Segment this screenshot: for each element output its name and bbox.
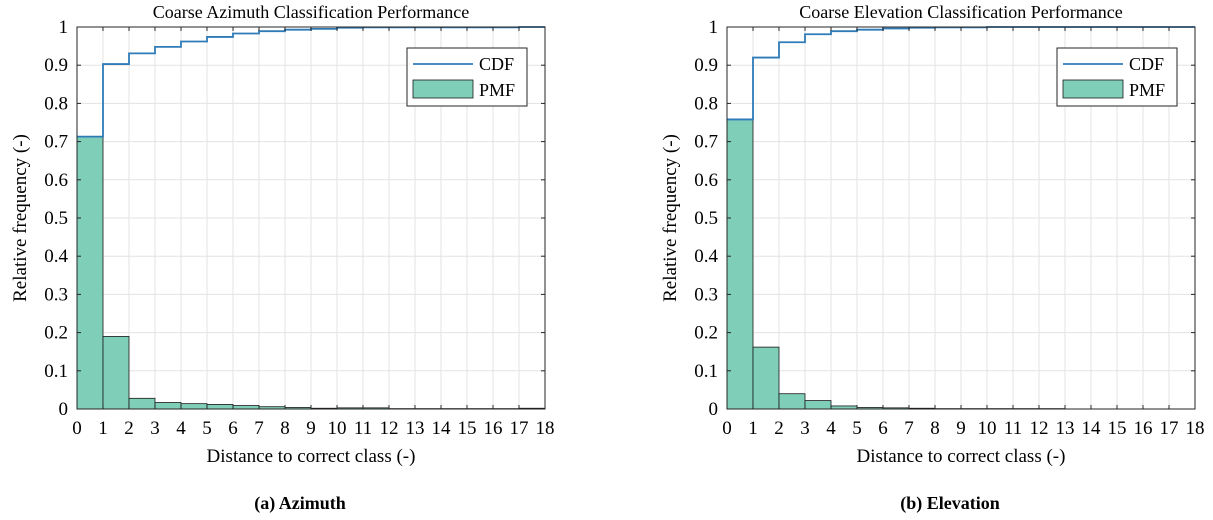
legend: CDF PMF: [1056, 47, 1178, 107]
x-tick-label: 12: [380, 418, 399, 439]
pmf-bar: [154, 402, 182, 410]
pmf-bar: [180, 403, 208, 410]
legend-pmf-label: PMF: [479, 80, 515, 100]
pmf-bar: [128, 397, 156, 410]
x-tick-label: 14: [1082, 418, 1102, 439]
legend-pmf-swatch: [412, 79, 474, 99]
y-tick-label: 0.3: [44, 284, 68, 305]
caption-tag: (b): [900, 493, 923, 513]
y-tick-label: 0.4: [44, 246, 68, 267]
x-axis-label: Distance to correct class (-): [857, 446, 1066, 467]
x-tick-label: 3: [800, 418, 810, 439]
x-tick-label: 5: [202, 418, 212, 439]
caption-tag: (a): [254, 493, 276, 513]
x-tick-label: 12: [1030, 418, 1049, 439]
x-tick-label: 14: [432, 418, 452, 439]
y-tick-label: 0.2: [44, 323, 68, 344]
x-tick-label: 1: [98, 418, 108, 439]
legend-pmf-label: PMF: [1129, 80, 1165, 100]
x-tick-label: 9: [306, 418, 316, 439]
x-tick-label: 17: [1160, 418, 1179, 439]
y-tick-label: 0.5: [694, 208, 718, 229]
x-tick-label: 8: [280, 418, 290, 439]
y-tick-label: 0: [709, 399, 719, 420]
figure-caption-azimuth: (a) Azimuth: [0, 493, 600, 514]
pmf-bar: [778, 393, 806, 410]
x-tick-label: 13: [406, 418, 425, 439]
x-tick-label: 5: [852, 418, 862, 439]
x-tick-label: 7: [254, 418, 264, 439]
x-tick-label: 9: [956, 418, 966, 439]
x-tick-label: 1: [748, 418, 758, 439]
caption-text: Azimuth: [278, 493, 346, 513]
x-tick-label: 3: [150, 418, 160, 439]
legend: CDF PMF: [406, 47, 528, 107]
x-tick-label: 15: [458, 418, 477, 439]
y-tick-label: 0.7: [694, 132, 718, 153]
x-tick-label: 10: [978, 418, 997, 439]
x-tick-label: 4: [826, 418, 836, 439]
legend-cdf-label: CDF: [479, 54, 514, 74]
y-tick-label: 0.6: [44, 170, 68, 191]
y-tick-label: 1: [59, 17, 69, 38]
y-tick-label: 0.4: [694, 246, 718, 267]
x-tick-label: 16: [484, 418, 503, 439]
x-tick-label: 0: [722, 418, 732, 439]
pmf-bar: [102, 336, 130, 410]
x-tick-label: 2: [124, 418, 134, 439]
chart-title: Coarse Elevation Classification Performa…: [799, 2, 1122, 22]
y-tick-label: 0.3: [694, 284, 718, 305]
pmf-bar: [804, 400, 832, 410]
x-tick-label: 10: [328, 418, 347, 439]
ticks: 0 1 2 3 4 5 6 7 8 9 10 11 12 13 14 15 16 17 1800.10.20.30.…: [694, 17, 1204, 439]
figure-caption-elevation: (b) Elevation: [650, 493, 1213, 514]
y-tick-label: 0: [59, 399, 69, 420]
x-tick-label: 8: [930, 418, 940, 439]
legend-cdf-label: CDF: [1129, 54, 1164, 74]
x-tick-label: 2: [774, 418, 784, 439]
y-tick-label: 1: [709, 17, 719, 38]
y-tick-label: 0.5: [44, 208, 68, 229]
pmf-bar: [726, 119, 754, 410]
x-tick-label: 18: [536, 418, 555, 439]
chart-panel-azimuth: 0 1 2 3 4 5 6 7 8 9 10 11 12 13 14 15 16 17 18 0 0.1 0.2 0.3 0.…: [0, 0, 600, 520]
y-tick-label: 0.2: [694, 323, 718, 344]
caption-text: Elevation: [926, 493, 1000, 513]
x-tick-label: 11: [354, 418, 372, 439]
pmf-bar: [752, 346, 780, 410]
pmf-bars: [76, 136, 546, 410]
y-axis-label: Relative frequency (-): [660, 134, 681, 302]
ticks: 0 1 2 3 4 5 6 7 8 9 10 11 12 13 14 15 16 17 1800.10.20.30.…: [44, 17, 554, 439]
x-tick-label: 0: [72, 418, 82, 439]
x-tick-label: 4: [176, 418, 186, 439]
x-tick-label: 17: [510, 418, 529, 439]
x-tick-label: 7: [904, 418, 914, 439]
y-axis-label: Relative frequency (-): [10, 134, 31, 302]
x-tick-label: 16: [1134, 418, 1153, 439]
x-axis-label: Distance to correct class (-): [207, 446, 416, 467]
pmf-bar: [76, 136, 104, 410]
legend-pmf-swatch: [1062, 79, 1124, 99]
x-tick-label: 13: [1056, 418, 1075, 439]
x-tick-label: 15: [1108, 418, 1127, 439]
chart-panel-elevation: 0 1 2 3 4 5 6 7 8 9 10 11 12 13 14 15 16 17 18 0 0.1 0.2 0.3 0.…: [650, 0, 1213, 520]
y-tick-label: 0.7: [44, 132, 68, 153]
x-tick-label: 18: [1186, 418, 1205, 439]
pmf-bars: [726, 119, 1066, 410]
chart-title: Coarse Azimuth Classification Performanc…: [153, 2, 469, 22]
y-tick-label: 0.9: [694, 55, 718, 76]
elevation-chart: 0 1 2 3 4 5 6 7 8 9 10 11 12 13 14 15 16 17 1800.10.20.30.…: [660, 2, 1205, 467]
y-tick-label: 0.9: [44, 55, 68, 76]
pmf-bar: [206, 404, 234, 410]
y-tick-label: 0.1: [694, 361, 718, 382]
y-tick-label: 0.6: [694, 170, 718, 191]
y-tick-label: 0.8: [694, 93, 718, 114]
y-tick-label: 0.1: [44, 361, 68, 382]
y-tick-label: 0.8: [44, 93, 68, 114]
x-tick-label: 11: [1004, 418, 1022, 439]
pmf-bar: [232, 405, 260, 410]
x-tick-label: 6: [228, 418, 238, 439]
azimuth-chart: 0 1 2 3 4 5 6 7 8 9 10 11 12 13 14 15 16 17 1800.10.20.30.…: [10, 2, 555, 467]
x-tick-label: 6: [878, 418, 888, 439]
